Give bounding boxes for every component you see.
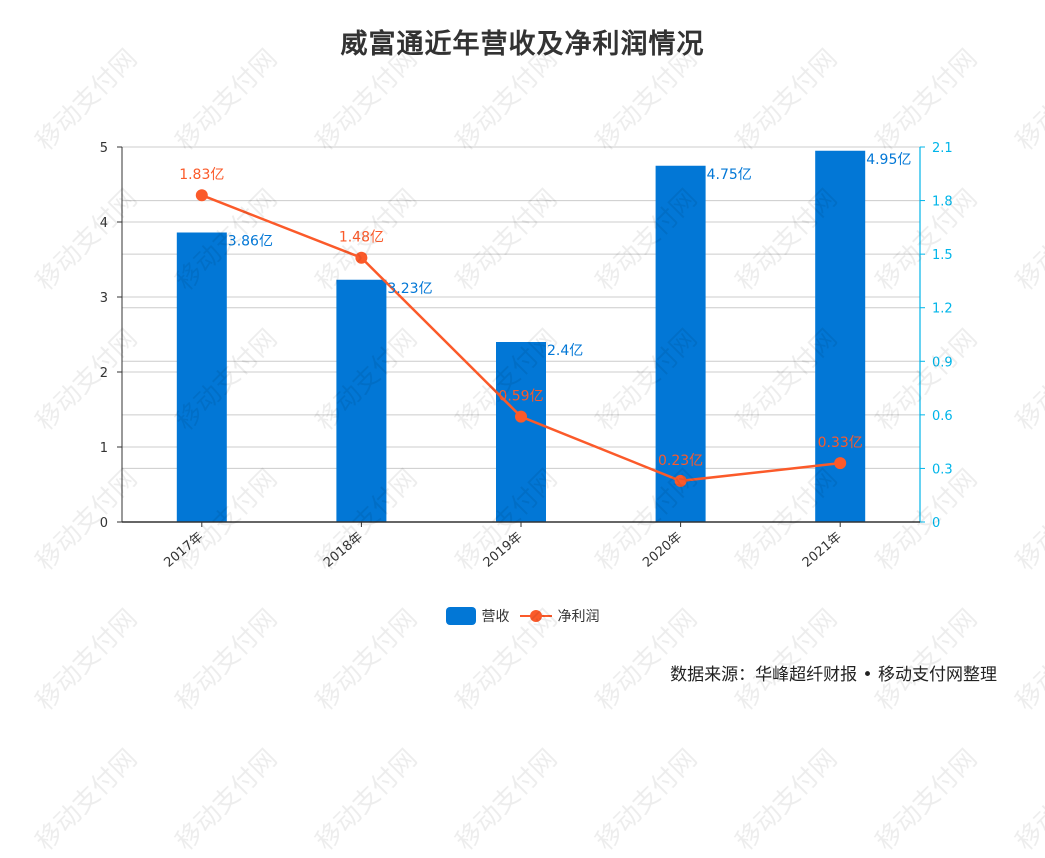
watermark-text: 移动支付网 <box>170 743 284 857</box>
revenue-bar[interactable] <box>496 342 546 522</box>
net-profit-line <box>195 189 847 487</box>
x-axis-category-label: 2017年 <box>161 530 206 571</box>
legend-item-net-profit[interactable]: 净利润 <box>519 606 600 626</box>
left-axis-tick-label: 0 <box>100 516 108 531</box>
legend: 营收 净利润 <box>0 606 1045 626</box>
net-profit-point[interactable] <box>674 474 687 487</box>
net-profit-point[interactable] <box>355 251 368 264</box>
net-profit-point[interactable] <box>515 410 527 423</box>
revenue-bar[interactable] <box>176 232 227 523</box>
watermark-text: 移动支付网 <box>870 743 984 857</box>
right-axis-tick-label: 1.5 <box>932 248 953 263</box>
revenue-value-label: 3.86亿 <box>228 234 273 250</box>
net-profit-value-label: 1.83亿 <box>179 167 224 183</box>
right-axis-tick-label: 2.1 <box>932 141 953 156</box>
revenue-value-label: 4.95亿 <box>866 152 911 168</box>
revenue-bar[interactable] <box>655 165 706 522</box>
chart-canvas: 0 1 2 3 4 5 0 0.3 0.6 0.9 1.2 1.5 1.8 2.1 2017年 2018年 20… <box>100 141 953 571</box>
revenue-value-label: 3.23亿 <box>387 281 432 297</box>
revenue-bar[interactable] <box>336 279 387 522</box>
watermark-text: 移动支付网 <box>590 743 704 857</box>
net-profit-value-label: 0.33亿 <box>818 435 863 451</box>
right-axis-tick-label: 0.9 <box>932 355 953 370</box>
x-axis-category-label: 2020年 <box>640 530 685 571</box>
left-axis-tick-label: 2 <box>100 366 108 381</box>
x-axis-category-label: 2018年 <box>321 530 366 571</box>
revenue-value-label: 4.75亿 <box>707 167 752 183</box>
line-dot-swatch-icon <box>519 607 552 625</box>
x-axis-category-label: 2019年 <box>481 530 526 571</box>
net-profit-value-label: 1.48亿 <box>339 230 384 246</box>
right-axis-tick-label: 1.2 <box>932 302 953 317</box>
x-axis-category-label: 2021年 <box>800 530 845 571</box>
left-axis-tick-label: 1 <box>100 441 108 456</box>
watermark-text: 移动支付网 <box>730 743 844 857</box>
left-axis-tick-label: 5 <box>100 141 108 156</box>
right-axis-tick-label: 0.6 <box>932 409 953 424</box>
net-profit-value-label: 0.23亿 <box>658 453 703 469</box>
legend-item-revenue[interactable]: 营收 <box>445 606 510 626</box>
revenue-value-label: 2.4亿 <box>547 343 583 359</box>
net-profit-point[interactable] <box>195 189 208 202</box>
left-axis-tick-label: 4 <box>100 216 108 231</box>
left-axis-tick-label: 3 <box>100 291 108 306</box>
right-axis-tick-label: 1.8 <box>932 195 953 210</box>
revenue-bars <box>176 150 866 523</box>
watermark-text: 移动支付网 <box>1010 743 1045 857</box>
legend-label: 净利润 <box>557 609 600 625</box>
net-profit-value-label: 0.59亿 <box>498 389 543 405</box>
net-profit-point[interactable] <box>834 457 847 470</box>
data-labels: 3.86亿 3.23亿 2.4亿 4.75亿 4.95亿 1.83亿 1.48亿 0.59亿 0… <box>179 152 911 469</box>
bar-swatch-icon <box>445 607 476 625</box>
right-axis-tick-label: 0 <box>932 516 940 531</box>
right-axis-tick-label: 0.3 <box>932 462 953 477</box>
watermark-text: 移动支付网 <box>310 743 424 857</box>
watermark-text: 移动支付网 <box>450 743 564 857</box>
watermark-text: 移动支付网 <box>30 743 144 857</box>
legend-label: 营收 <box>481 609 510 625</box>
data-source-note: 数据来源：华峰超纤财报 • 移动支付网整理 <box>670 665 997 685</box>
chart-title: 威富通近年营收及净利润情况 <box>340 29 705 60</box>
